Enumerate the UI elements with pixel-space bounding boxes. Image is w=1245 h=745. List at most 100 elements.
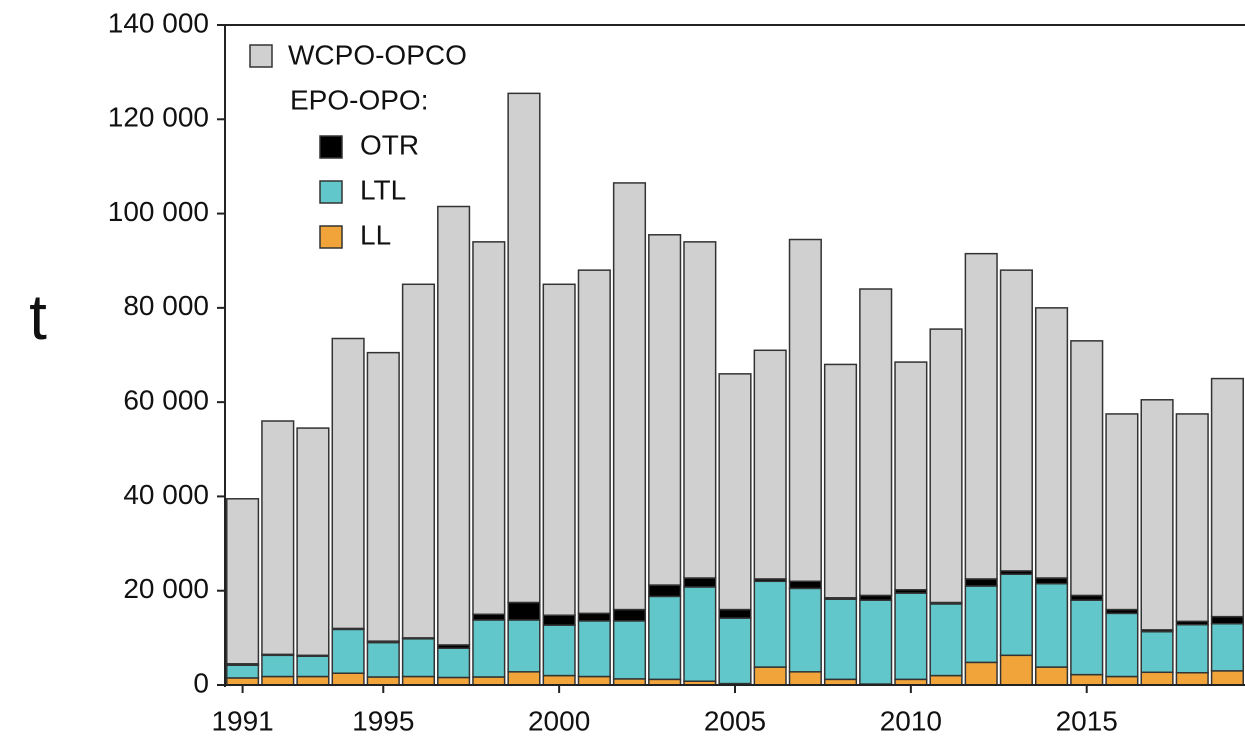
x-tick-label: 2005: [704, 705, 766, 736]
bar-segment: [753, 580, 787, 668]
bar-segment: [331, 628, 365, 674]
legend-label: LL: [360, 219, 391, 250]
bar-segment: [542, 624, 576, 677]
bar-segment: [401, 638, 436, 678]
bar-segment: [1034, 577, 1069, 585]
y-tick-label: 120 000: [108, 102, 209, 133]
bar-segment: [261, 654, 295, 678]
bar-segment: [472, 619, 506, 678]
bar-segment: [226, 677, 260, 686]
bar-segment: [753, 349, 787, 580]
legend-swatch: [319, 180, 343, 204]
bar-segment: [226, 498, 260, 665]
bar-segment: [1175, 671, 1209, 686]
bar-segment: [718, 608, 752, 619]
bar-segment: [472, 613, 506, 621]
bar-segment: [894, 592, 928, 681]
bar-segment: [964, 585, 998, 664]
bar-segment: [366, 351, 400, 642]
bar-segment: [999, 269, 1033, 572]
bar-segment: [1140, 671, 1174, 686]
legend-swatch: [249, 44, 273, 68]
bar-segment: [401, 675, 436, 686]
bar-segment: [577, 269, 611, 615]
bar-segment: [366, 641, 400, 678]
x-tick-label: 1995: [352, 705, 414, 736]
bar-segment: [999, 573, 1033, 657]
bar-segment: [894, 361, 928, 591]
bar-segment: [1140, 630, 1174, 674]
bar-segment: [1034, 666, 1069, 686]
bar-segment: [929, 674, 963, 686]
y-tick-label: 60 000: [123, 385, 209, 416]
legend-label: LTL: [360, 174, 406, 205]
bar-segment: [472, 241, 506, 616]
x-tick-label: 2000: [528, 705, 590, 736]
bar-segment: [437, 676, 471, 686]
bar-segment: [718, 617, 752, 685]
bar-segment: [1210, 615, 1244, 625]
bar-segment: [226, 664, 260, 679]
bar-segment: [683, 241, 717, 579]
y-tick-label: 140 000: [108, 7, 209, 38]
bar-segment: [261, 420, 295, 656]
bar-segment: [753, 666, 787, 686]
bar-segment: [261, 675, 295, 686]
bar-segment: [859, 288, 893, 597]
bar-segment: [788, 580, 822, 590]
bar-segment: [577, 612, 611, 622]
bar-segment: [929, 603, 963, 677]
y-axis-label: t: [29, 281, 47, 353]
legend-swatch: [319, 135, 343, 159]
bar-segment: [507, 601, 541, 621]
bar-segment: [1070, 599, 1104, 676]
y-tick-label: 0: [193, 667, 209, 698]
bar-segment: [999, 654, 1033, 686]
bar-segment: [964, 661, 998, 686]
bar-segment: [331, 672, 365, 686]
bar-segment: [437, 205, 471, 646]
bar-segment: [472, 676, 506, 686]
bar-segment: [1210, 377, 1244, 618]
legend-swatch: [319, 225, 343, 249]
bar-segment: [366, 676, 400, 686]
bar-segment: [823, 598, 858, 681]
y-tick-label: 40 000: [123, 479, 209, 510]
bar-segment: [296, 675, 330, 686]
bar-segment: [964, 252, 998, 580]
bar-segment: [859, 599, 893, 685]
bar-segment: [648, 234, 682, 586]
bar-segment: [612, 182, 647, 611]
bar-segment: [1140, 399, 1174, 631]
bar-segment: [577, 620, 611, 678]
bar-segment: [296, 655, 330, 678]
bar-segment: [718, 373, 752, 611]
y-tick-label: 100 000: [108, 196, 209, 227]
bar-segment: [1070, 340, 1104, 597]
bar-segment: [1210, 670, 1244, 686]
bar-segment: [401, 283, 436, 639]
bar-segment: [542, 674, 576, 686]
bar-segment: [507, 671, 541, 686]
bar-segment: [788, 238, 822, 583]
bar-segment: [1210, 622, 1244, 672]
bar-segment: [683, 586, 717, 682]
bar-segment: [648, 595, 682, 681]
bar-segment: [612, 620, 647, 680]
bar-segment: [1105, 413, 1139, 611]
bar-segment: [929, 328, 963, 604]
bar-segment: [964, 578, 998, 587]
bar-segment: [1175, 413, 1209, 623]
bar-segment: [788, 671, 822, 686]
bar-segment: [542, 614, 576, 626]
bar-segment: [823, 363, 858, 599]
legend-label: OTR: [360, 129, 419, 160]
bar-segment: [437, 647, 471, 679]
legend-group-title: EPO-OPO:: [290, 84, 428, 115]
bar-segment: [507, 92, 541, 604]
bar-segment: [1105, 675, 1139, 686]
bar-segment: [577, 675, 611, 686]
y-tick-label: 80 000: [123, 290, 209, 321]
